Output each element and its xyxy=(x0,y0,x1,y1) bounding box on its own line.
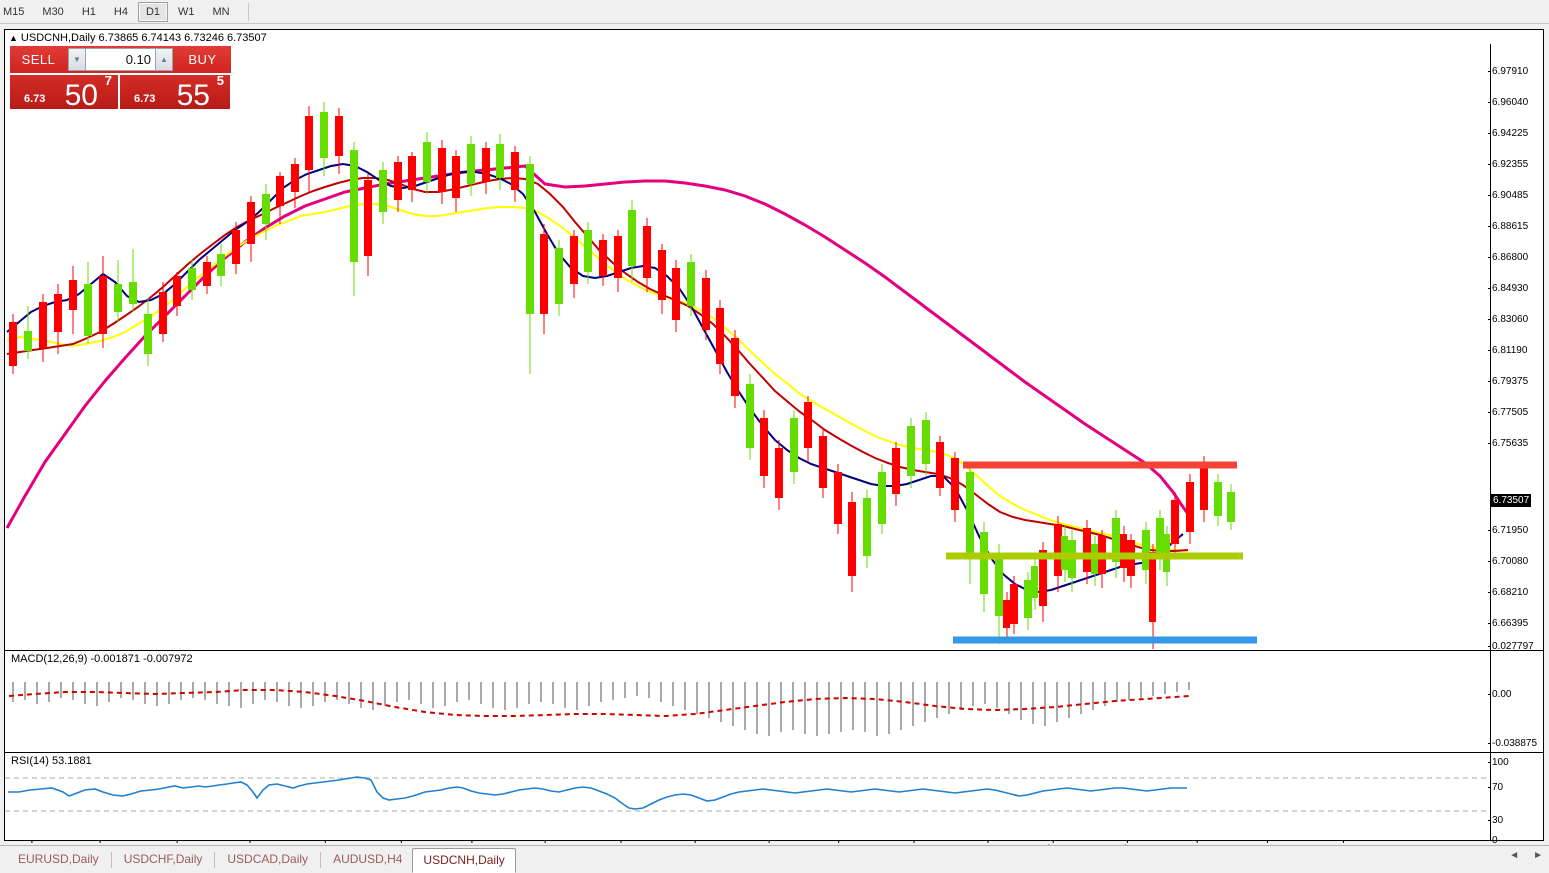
timeframe-toolbar: M15 M30 H1 H4 D1 W1 MN xyxy=(0,0,1549,24)
rsi-tick: 100 xyxy=(1488,757,1509,768)
rsi-line xyxy=(8,776,1187,810)
price-tick: 6.83060 xyxy=(1487,314,1529,325)
ma-magenta-line xyxy=(5,164,1190,529)
price-tick: 6.92355 xyxy=(1487,159,1529,170)
tab-divider xyxy=(214,852,216,868)
sell-button[interactable]: SELL xyxy=(10,46,67,73)
macd-histogram xyxy=(12,682,1190,736)
rsi-chart-svg xyxy=(5,776,1490,812)
buy-panel-divider xyxy=(120,73,230,75)
chart-title-text: USDCNH,Daily 6.73865 6.74143 6.73246 6.7… xyxy=(20,32,267,44)
price-tick: 6.86800 xyxy=(1487,252,1529,263)
volume-control[interactable]: ▼ 0.10 ▲ xyxy=(67,46,174,73)
price-tick: 6.90485 xyxy=(1487,190,1529,201)
tab-usdcad-daily[interactable]: USDCAD,Daily xyxy=(227,852,309,866)
buy-price-prefix: 6.73 xyxy=(134,93,156,105)
rsi-tick: 70 xyxy=(1487,782,1504,793)
ma-darkred-line xyxy=(6,176,1189,552)
triangle-up-icon: ▲ xyxy=(9,33,18,43)
price-axis[interactable]: 6.97910 6.96040 6.94225 6.92355 6.90485 … xyxy=(1487,44,1549,846)
price-axis-line xyxy=(1490,44,1491,840)
toolbar-divider xyxy=(247,2,249,21)
macd-tick: 0.027797 xyxy=(1488,641,1534,652)
price-tick: 6.71950 xyxy=(1487,525,1529,536)
current-price-label: 6.73507 xyxy=(1491,494,1532,507)
macd-label: MACD(12,26,9) -0.001871 -0.007972 xyxy=(9,653,195,665)
tab-usdcnh-daily[interactable]: USDCNH,Daily xyxy=(412,848,516,873)
oct-price-row: 6.73 50 7 6.73 55 5 xyxy=(10,73,231,109)
volume-up-icon[interactable]: ▲ xyxy=(155,48,173,71)
price-tick: 6.81190 xyxy=(1487,345,1528,356)
price-tick: 6.75635 xyxy=(1487,438,1529,449)
ma-yellow-line xyxy=(6,203,1189,552)
price-tick: 6.77505 xyxy=(1487,407,1529,418)
pane-separator-macd xyxy=(5,650,1543,651)
ma-navy-line xyxy=(6,162,1184,594)
sell-panel-divider xyxy=(10,73,118,75)
timeframe-mn[interactable]: MN xyxy=(212,5,230,18)
price-tick: 6.88615 xyxy=(1487,221,1529,232)
timeframe-h1[interactable]: H1 xyxy=(81,5,96,18)
buy-price-fraction: 5 xyxy=(216,73,224,88)
one-click-trading-panel[interactable]: SELL ▼ 0.10 ▲ BUY 6.73 50 7 6.73 xyxy=(10,46,231,109)
rsi-pane[interactable]: RSI(14) 53.1881 xyxy=(5,754,1490,840)
price-tick: 6.68210 xyxy=(1487,587,1529,598)
buy-price-panel[interactable]: 6.73 55 5 xyxy=(120,73,230,109)
scroll-left-icon[interactable]: ◄ xyxy=(1509,850,1520,861)
price-tick: 6.70080 xyxy=(1487,556,1529,567)
timeframe-d1[interactable]: D1 xyxy=(137,1,168,22)
chart-tab-bar: EURUSD,Daily USDCHF,Daily USDCAD,Daily A… xyxy=(0,845,1549,873)
timeframe-h4[interactable]: H4 xyxy=(113,5,128,18)
scroll-right-icon[interactable]: ► xyxy=(1533,850,1543,861)
sell-price-prefix: 6.73 xyxy=(24,93,46,105)
volume-input[interactable]: 0.10 xyxy=(86,48,155,71)
oct-header-row: SELL ▼ 0.10 ▲ BUY xyxy=(10,46,231,73)
sell-price-main: 50 xyxy=(64,79,98,110)
price-pane[interactable] xyxy=(5,44,1490,649)
buy-button[interactable]: BUY xyxy=(174,46,231,73)
price-tick: 6.84930 xyxy=(1487,283,1529,294)
timeframe-m15[interactable]: M15 xyxy=(3,5,25,18)
rsi-label: RSI(14) 53.1881 xyxy=(9,755,94,767)
price-tick: 6.79375 xyxy=(1487,376,1529,387)
tab-audusd-h4[interactable]: AUDUSD,H4 xyxy=(333,852,403,866)
macd-pane[interactable]: MACD(12,26,9) -0.001871 -0.007972 xyxy=(5,652,1490,752)
price-tick: 6.66395 xyxy=(1487,618,1529,629)
timeframe-m30[interactable]: M30 xyxy=(42,5,64,18)
tab-usdchf-daily[interactable]: USDCHF,Daily xyxy=(123,852,203,866)
pane-separator-rsi xyxy=(5,752,1543,753)
tab-divider xyxy=(320,852,322,868)
price-tick: 6.97910 xyxy=(1487,66,1529,77)
chart-title: ▲ USDCNH,Daily 6.73865 6.74143 6.73246 6.… xyxy=(9,32,267,45)
timeframe-w1[interactable]: W1 xyxy=(178,5,195,18)
macd-tick: -0.038875 xyxy=(1487,738,1538,749)
macd-signal-line xyxy=(8,689,1190,718)
tab-divider xyxy=(110,852,112,868)
tab-scroll-controls: ◄ ► xyxy=(1509,850,1543,861)
candlestick-series xyxy=(9,102,1235,644)
chart-canvas-window[interactable]: ▲ USDCNH,Daily 6.73865 6.74143 6.73246 6.… xyxy=(4,29,1544,855)
sell-price-panel[interactable]: 6.73 50 7 xyxy=(10,73,120,109)
volume-down-icon[interactable]: ▼ xyxy=(68,48,86,71)
price-tick: 6.96040 xyxy=(1487,97,1529,108)
price-chart-svg xyxy=(5,102,1257,649)
tab-eurusd-daily[interactable]: EURUSD,Daily xyxy=(18,852,99,866)
sell-price-fraction: 7 xyxy=(104,73,112,88)
buy-price-main: 55 xyxy=(176,79,210,110)
price-tick: 6.94225 xyxy=(1487,128,1529,139)
macd-tick: 0.00 xyxy=(1487,689,1512,700)
rsi-tick: 30 xyxy=(1487,815,1504,826)
macd-chart-svg xyxy=(8,682,1190,736)
